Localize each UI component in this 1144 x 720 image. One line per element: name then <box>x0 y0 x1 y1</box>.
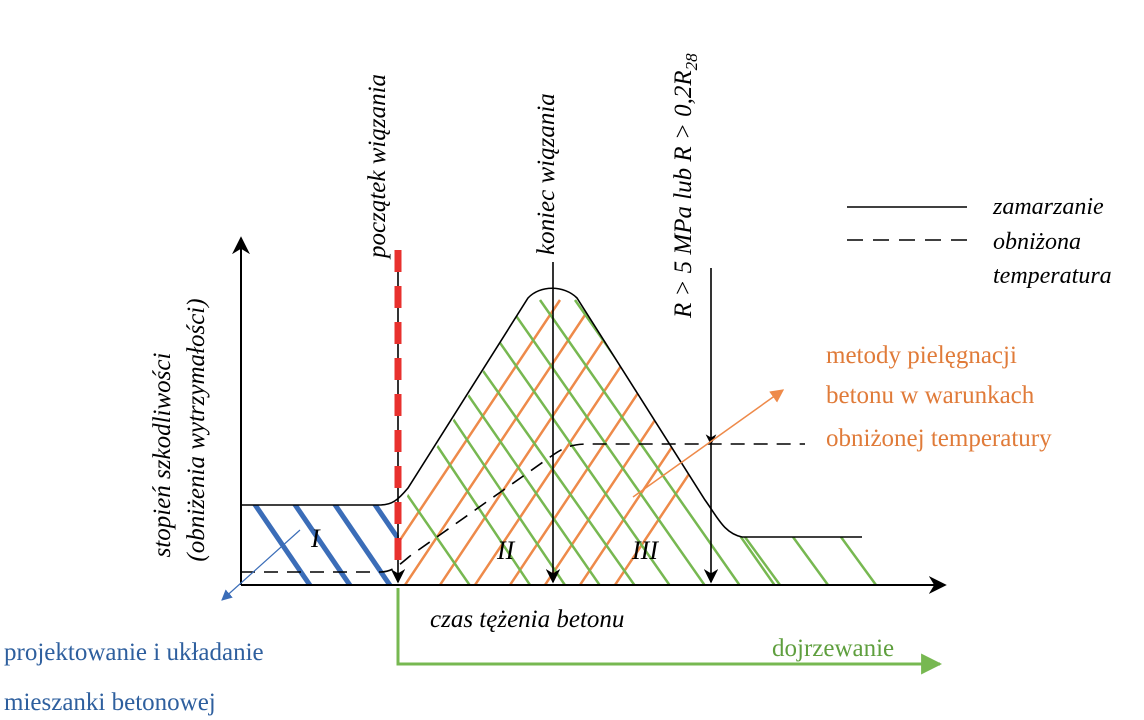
tail-hatch <box>743 537 878 585</box>
projekt-arrow <box>221 529 301 601</box>
legend-dashed-label-2: temperatura <box>993 263 1112 289</box>
dojrzewanie-label: dojrzewanie <box>772 635 894 662</box>
zone-1-label: I <box>310 524 321 553</box>
green-hatch <box>398 299 787 585</box>
dojrzewanie-arrow <box>396 588 943 675</box>
metody-label-1: metody pielęgnacji <box>826 342 1017 369</box>
projekt-label-2: mieszanki betonowej <box>4 689 216 716</box>
metody-label-2: betonu w warunkach <box>826 382 1035 409</box>
koniec-wiazania-label: koniec wiązania <box>533 93 560 255</box>
legend-dashed-label-1: obniżona <box>993 229 1081 255</box>
strength-main: R > 5 MPa lub R > 0,2R <box>670 70 697 319</box>
solid-curve-zamarzanie <box>241 287 862 538</box>
projekt-label-1: projektowanie i układanie <box>4 639 264 666</box>
y-axis-label-1: stopień szkodliwości <box>149 353 176 558</box>
dashed-curve-obnizona <box>241 443 805 573</box>
x-axis-label: czas tężenia betonu <box>430 606 624 633</box>
metody-arrow <box>632 389 785 498</box>
metody-label-3: obniżonej temperatury <box>826 425 1052 452</box>
strength-threshold-label: R > 5 MPa lub R > 0,2R28 <box>670 53 701 319</box>
strength-sub: 28 <box>682 53 701 71</box>
zone-3-label: III <box>631 536 659 565</box>
zone-2-label: II <box>496 536 516 565</box>
legend-solid-label: zamarzanie <box>992 194 1104 220</box>
zone-1-hatch <box>252 505 399 585</box>
poczatek-wiazania-label: początek wiązania <box>364 74 391 260</box>
y-axis-label-2: (obniżenia wytrzymałości) <box>183 298 210 561</box>
